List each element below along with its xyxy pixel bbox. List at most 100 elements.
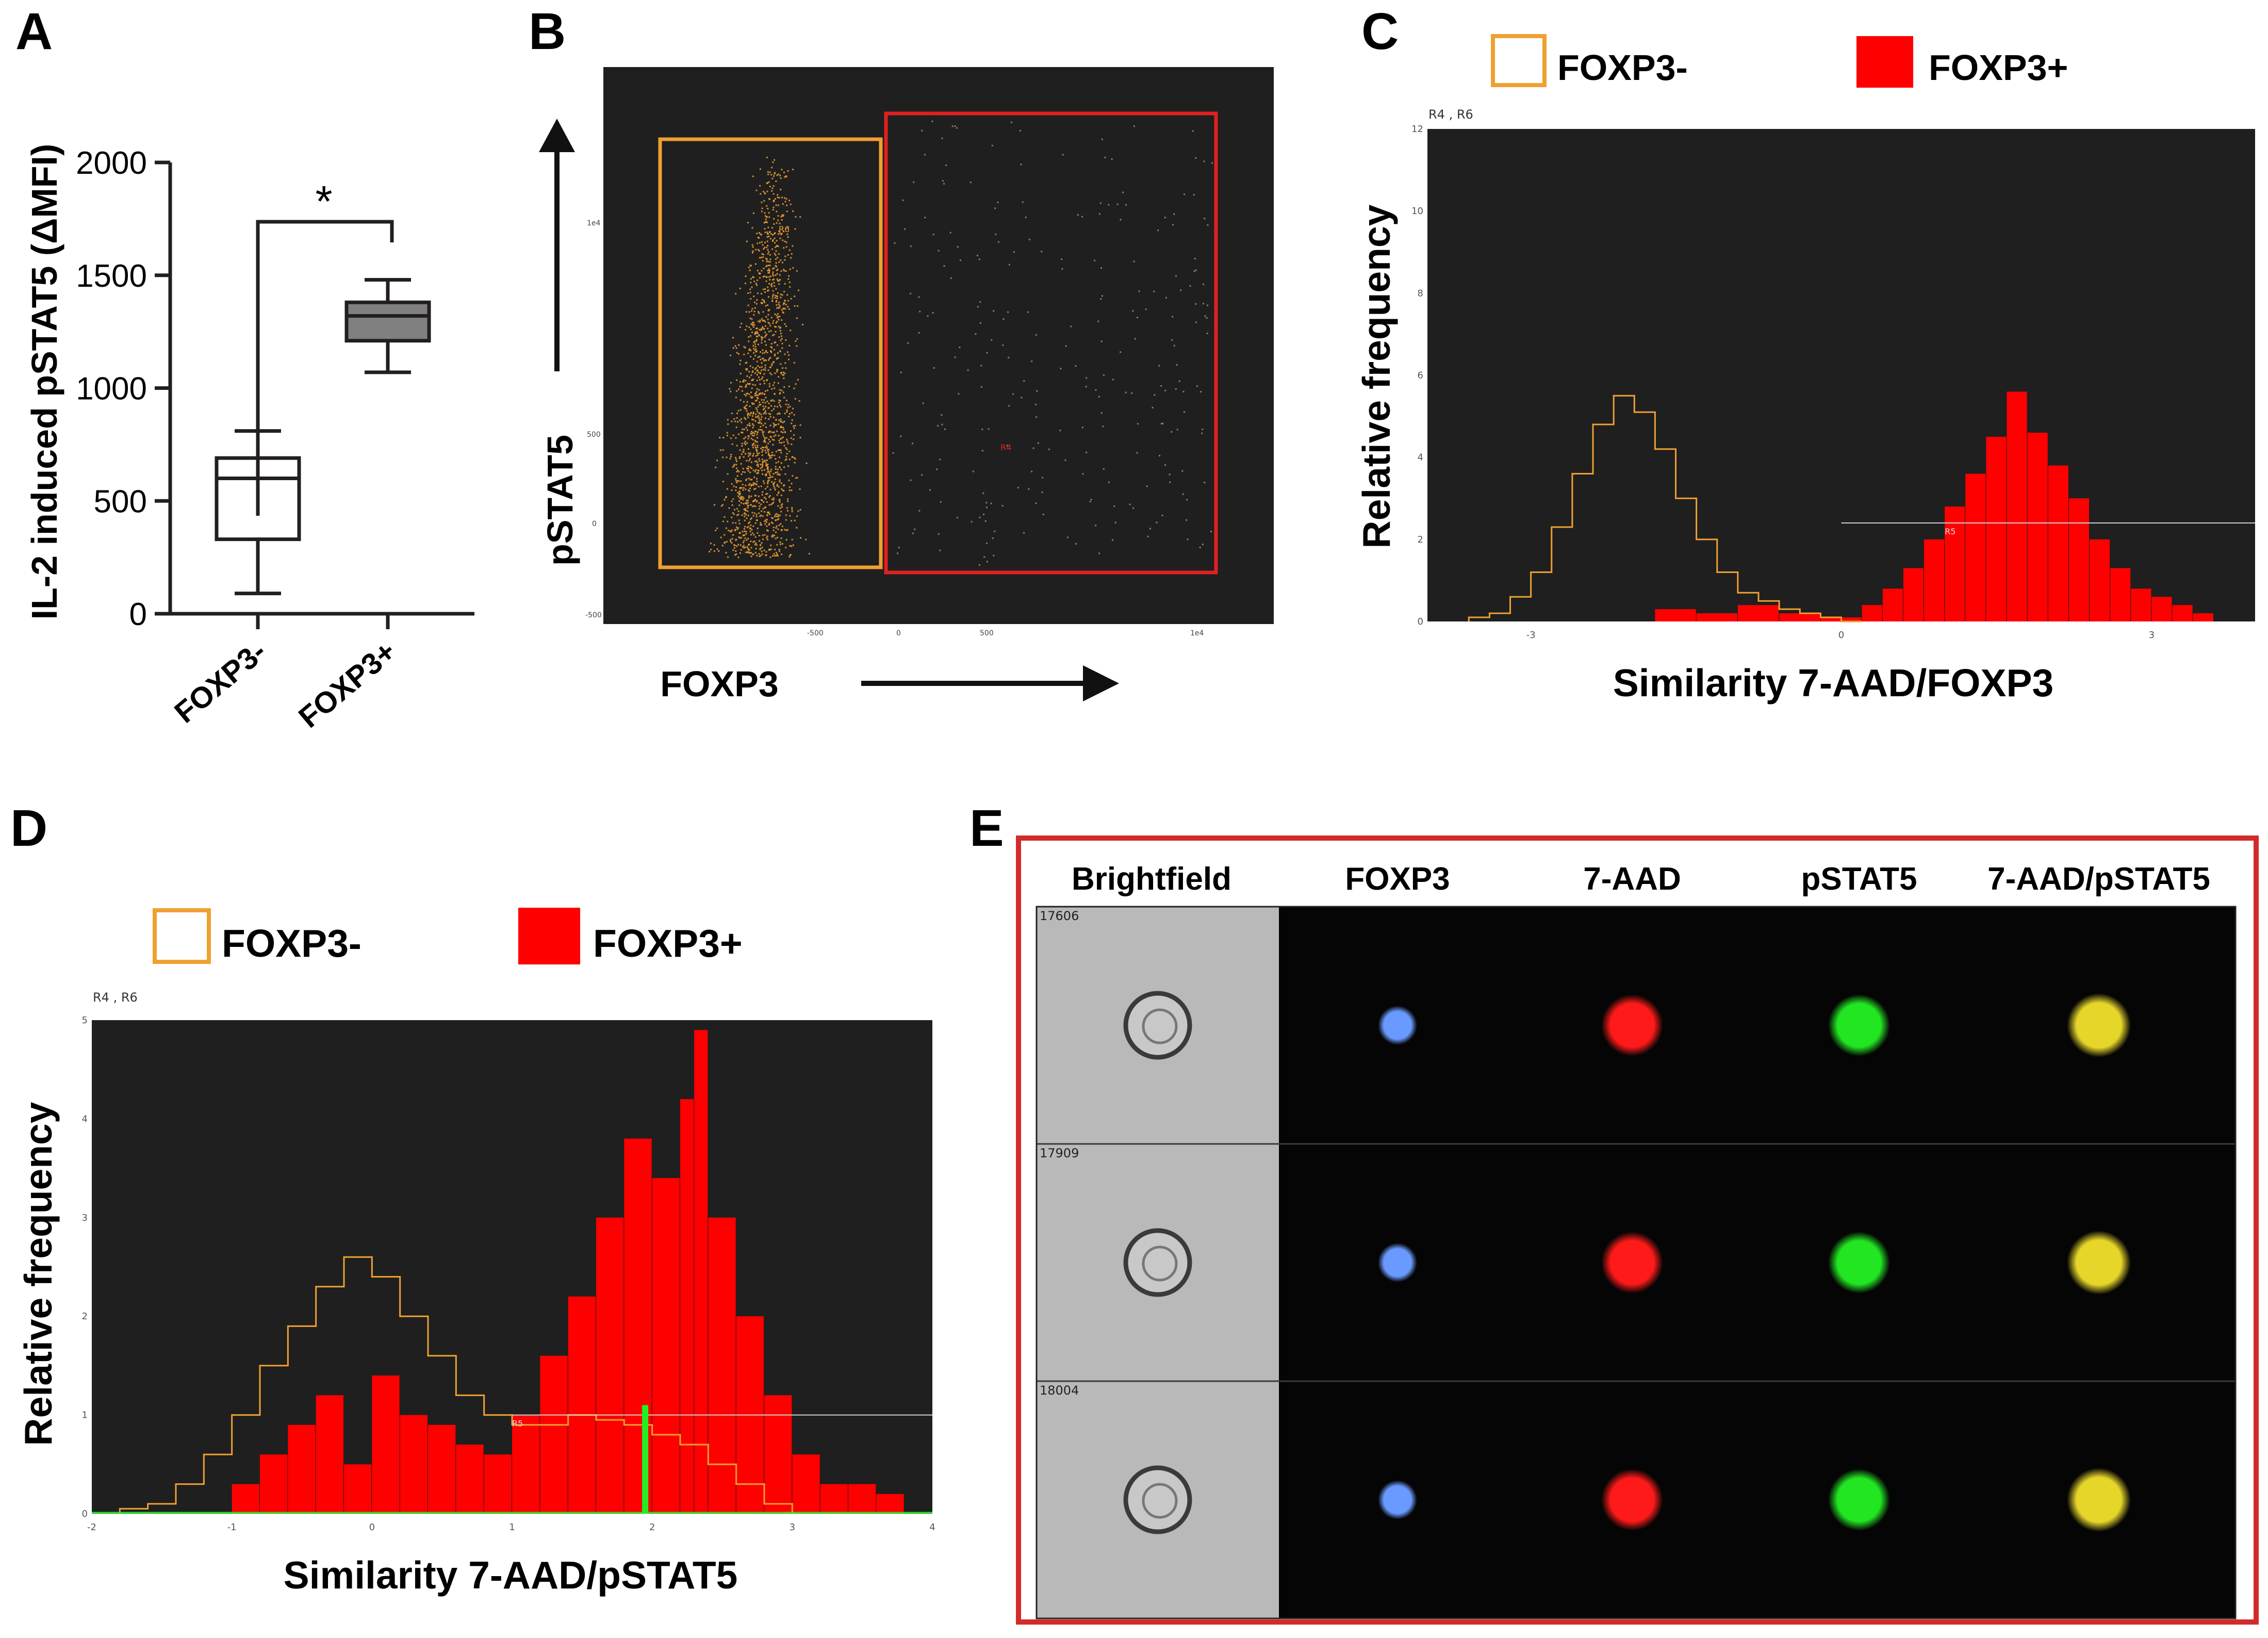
b-dot <box>739 363 741 365</box>
b-dot <box>759 321 761 323</box>
b-dot <box>795 340 797 342</box>
b-dot <box>753 435 755 437</box>
b-dot <box>774 372 776 374</box>
b-dot <box>765 452 767 454</box>
b-dot <box>746 325 748 327</box>
brightfield-cell-inner <box>1142 1483 1178 1519</box>
b-dot <box>755 391 758 393</box>
b-dot <box>1138 290 1140 292</box>
b-dot <box>787 443 789 445</box>
b-dot <box>779 481 781 483</box>
brightfield-cell <box>1123 1228 1192 1297</box>
b-dot <box>759 540 760 542</box>
b-dot <box>745 418 747 420</box>
b-dot <box>753 352 755 354</box>
b-dot <box>752 505 754 507</box>
b-dot <box>776 273 778 275</box>
b-dot <box>751 484 753 486</box>
b-dot <box>754 544 756 546</box>
b-dot <box>772 234 774 236</box>
b-dot <box>748 497 750 499</box>
bar-foxp3-pos <box>652 1178 680 1514</box>
b-dot <box>754 461 756 463</box>
b-dot <box>772 322 774 324</box>
b-dot <box>772 534 774 536</box>
b-dot <box>785 270 787 272</box>
bar-foxp3-pos <box>2090 539 2110 621</box>
b-dot <box>754 349 756 351</box>
y-tick-label: 5 <box>82 1015 88 1026</box>
b-dot <box>757 242 759 244</box>
b-dot <box>768 339 770 340</box>
b-dot <box>761 550 763 552</box>
y-tick-label: 0 <box>82 1509 88 1519</box>
b-dot <box>784 201 786 203</box>
b-dot <box>793 427 795 429</box>
b-dot <box>751 252 753 254</box>
b-dot <box>776 295 778 297</box>
b-xtick: 0 <box>896 629 901 637</box>
b-dot <box>1090 499 1092 501</box>
b-dot <box>747 222 749 224</box>
b-dot <box>761 299 763 301</box>
b-dot <box>758 415 760 417</box>
b-dot <box>779 237 781 239</box>
b-dot <box>757 270 759 272</box>
b-dot <box>1085 386 1087 388</box>
b-dot <box>754 431 756 433</box>
b-dot <box>735 478 737 480</box>
bar-foxp3-pos <box>792 1454 820 1514</box>
b-dot <box>736 470 738 472</box>
b-dot <box>770 233 772 235</box>
b-dot <box>778 461 779 463</box>
b-dot <box>997 241 999 243</box>
b-dot <box>729 530 731 532</box>
b-dot <box>761 416 763 418</box>
b-dot <box>760 522 762 524</box>
b-dot <box>739 537 741 539</box>
b-dot <box>766 459 768 461</box>
b-dot <box>747 499 749 501</box>
col-header-7aad: 7-AAD <box>1583 861 1681 897</box>
b-dot <box>762 401 764 403</box>
b-dot <box>768 383 770 385</box>
b-dot <box>780 425 782 428</box>
b-dot <box>756 361 758 363</box>
b-dot <box>752 379 754 381</box>
b-dot <box>761 469 763 471</box>
b-dot <box>767 244 769 247</box>
b-dot <box>793 434 795 436</box>
b-dot <box>746 460 748 462</box>
b-dot <box>956 127 958 129</box>
b-dot <box>1007 311 1009 313</box>
b-dot <box>762 326 764 328</box>
b-dot <box>787 406 789 408</box>
gate-label-r5: R5 <box>1945 527 1955 536</box>
b-dot <box>775 180 777 182</box>
b-dot <box>785 400 787 401</box>
b-dot <box>763 407 765 410</box>
b-dot <box>1186 499 1188 501</box>
b-dot <box>954 356 956 358</box>
b-dot <box>745 384 747 386</box>
b-dot <box>758 250 760 252</box>
b-dot <box>753 310 755 313</box>
b-dot <box>775 274 777 276</box>
b-dot <box>771 347 773 349</box>
b-dot <box>1102 425 1104 428</box>
b-dot <box>766 156 768 158</box>
b-dot <box>783 247 785 249</box>
b-dot <box>755 332 758 334</box>
b-dot <box>1022 201 1024 203</box>
b-dot <box>735 437 737 439</box>
b-dot <box>780 418 782 420</box>
b-dot <box>752 379 754 380</box>
b-dot <box>765 410 766 412</box>
b-dot <box>778 518 780 520</box>
b-dot <box>781 543 783 545</box>
b-dot <box>786 409 788 411</box>
b-dot <box>742 451 744 453</box>
b-y-arrow-head <box>539 119 575 152</box>
